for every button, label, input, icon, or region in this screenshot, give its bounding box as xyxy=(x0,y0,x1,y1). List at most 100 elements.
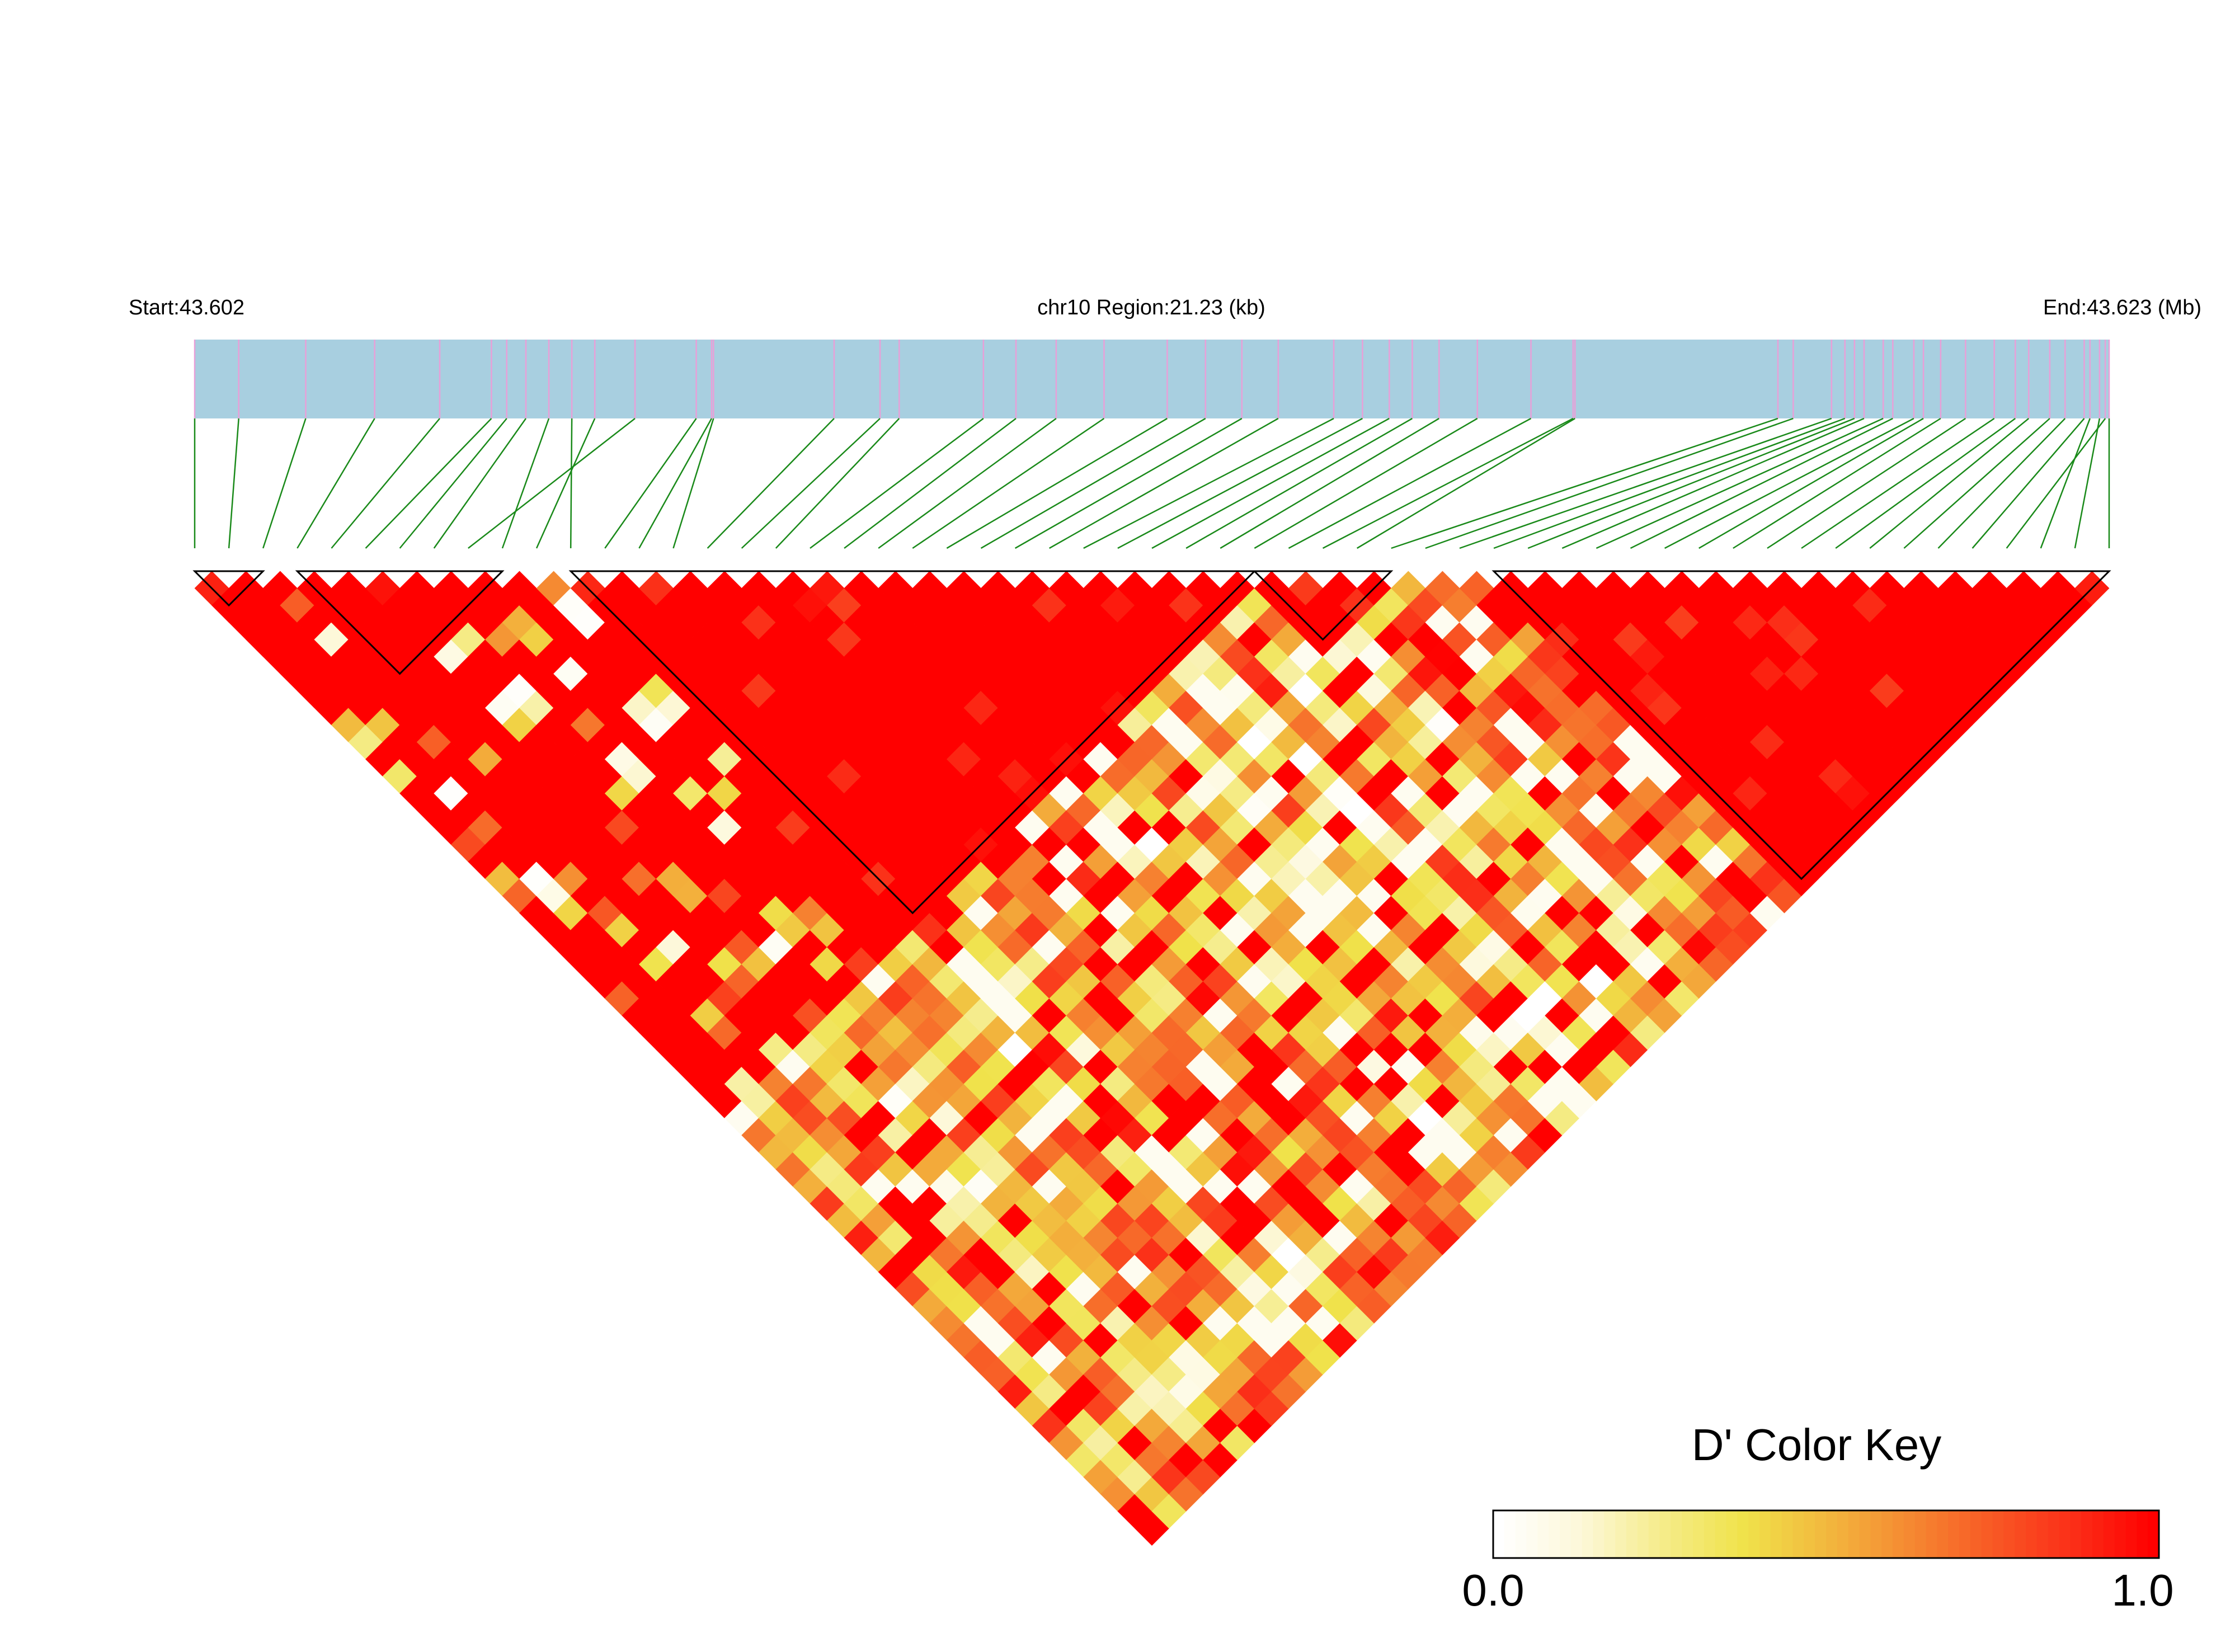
snp-connector xyxy=(570,418,573,549)
color-key-segment xyxy=(1903,1510,1916,1558)
haplotype-block-outline xyxy=(1491,570,2111,881)
snp-connector xyxy=(1459,417,1832,549)
ld-matrix xyxy=(194,571,2110,1546)
snp-connector xyxy=(399,418,507,549)
color-key-segment xyxy=(1693,1510,1705,1558)
snp-connector xyxy=(262,418,307,549)
color-key-segment xyxy=(1948,1510,1960,1558)
color-key-segment xyxy=(1893,1510,1904,1558)
start-label: Start:43.602 xyxy=(129,296,244,319)
snp-connector xyxy=(810,417,984,549)
color-key-segment xyxy=(1659,1510,1672,1558)
color-key-segment xyxy=(1715,1510,1727,1558)
color-key-segment xyxy=(1826,1510,1838,1558)
color-key-segment xyxy=(1626,1510,1638,1558)
color-key-segment xyxy=(1493,1510,1505,1558)
color-key-segment xyxy=(1648,1510,1660,1558)
snp-connector xyxy=(1698,417,1924,549)
snp-connector xyxy=(638,418,713,549)
color-key-segment xyxy=(1859,1510,1871,1558)
snp-connector xyxy=(1527,417,1855,549)
color-key-segment xyxy=(1682,1510,1693,1558)
region-label: chr10 Region:21.23 (kb) xyxy=(1037,296,1265,319)
color-key-segment xyxy=(2015,1510,2026,1558)
color-key-segment xyxy=(2026,1510,2038,1558)
snp-connector xyxy=(1049,417,1279,549)
snp-connector xyxy=(672,418,714,549)
snp-connector xyxy=(1767,417,1966,549)
snp-connector xyxy=(878,417,1057,549)
color-key-border xyxy=(1492,1509,2160,1559)
color-key-segment xyxy=(1848,1510,1860,1558)
snp-connector xyxy=(433,418,527,549)
snp-connector xyxy=(535,418,596,549)
color-key-segment xyxy=(1881,1510,1893,1558)
snp-connector xyxy=(844,418,1017,549)
snp-connector xyxy=(1596,417,1884,549)
snp-connector xyxy=(2040,418,2091,549)
snp-connector xyxy=(1014,417,1243,549)
color-key-max-label: 1.0 xyxy=(2111,1565,2173,1615)
color-key-segment xyxy=(1804,1510,1815,1558)
snp-connector xyxy=(1733,417,1941,549)
snp-connector xyxy=(1357,417,1575,549)
color-key-segment xyxy=(2092,1510,2104,1558)
snp-connector xyxy=(1971,418,2085,549)
color-key-segment xyxy=(1770,1510,1782,1558)
snp-connector xyxy=(707,418,835,549)
snp-connector xyxy=(331,418,440,549)
snp-connector xyxy=(365,418,492,549)
color-key-segment xyxy=(2036,1510,2049,1558)
color-key-segment xyxy=(1759,1510,1771,1558)
color-key-segment xyxy=(1549,1510,1560,1558)
color-key-segment xyxy=(1937,1510,1949,1558)
snp-connector xyxy=(980,417,1206,549)
color-key-segment xyxy=(1593,1510,1605,1558)
snp-connector xyxy=(1630,417,1893,549)
color-key-segment xyxy=(1671,1510,1682,1558)
snp-connector xyxy=(1664,417,1914,549)
color-key-segment xyxy=(2059,1510,2071,1558)
end-label: End:43.623 (Mb) xyxy=(2043,296,2201,319)
color-key-segment xyxy=(1837,1510,1849,1558)
snp-connector xyxy=(741,418,881,549)
snp-connector xyxy=(946,417,1168,549)
color-key-segment xyxy=(1515,1510,1527,1558)
color-key-segment xyxy=(2114,1510,2126,1558)
color-key-segment xyxy=(1959,1510,1971,1558)
snp-connector xyxy=(1083,417,1334,549)
snp-connector xyxy=(1903,418,2050,549)
color-key-segment xyxy=(2103,1510,2115,1558)
color-key-segment xyxy=(1726,1510,1738,1558)
snp-connector xyxy=(1220,417,1439,549)
color-key-segment xyxy=(1582,1510,1594,1558)
color-key-segment xyxy=(1792,1510,1805,1558)
snp-connector xyxy=(1937,418,2066,549)
color-key-segment xyxy=(1637,1510,1649,1558)
snp-connector xyxy=(1391,417,1778,549)
color-key-segment xyxy=(1970,1510,1982,1558)
snp-connector xyxy=(468,418,636,549)
snp-connector xyxy=(1185,417,1413,549)
color-key-segment xyxy=(1526,1510,1538,1558)
snp-connector xyxy=(228,418,239,549)
snp-connector xyxy=(297,418,375,549)
genomic-track xyxy=(194,340,2110,418)
snp-connector xyxy=(1869,418,2030,549)
color-key-bar xyxy=(1492,1509,2160,1559)
color-key-segment xyxy=(1781,1510,1794,1558)
snp-connector xyxy=(1322,417,1574,549)
snp-connector xyxy=(2074,418,2101,549)
snp-connector xyxy=(1561,417,1865,549)
color-key-segment xyxy=(1570,1510,1583,1558)
snp-connectors xyxy=(194,417,2110,549)
color-key-segment xyxy=(1737,1510,1749,1558)
color-key-segment xyxy=(1537,1510,1549,1558)
snp-connector xyxy=(1801,417,1995,549)
haplotype-block-outline xyxy=(295,570,505,675)
color-key-segment xyxy=(1926,1510,1938,1558)
color-key-segment xyxy=(1560,1510,1571,1558)
track-bar xyxy=(195,340,2109,418)
snp-connector xyxy=(1151,417,1390,549)
